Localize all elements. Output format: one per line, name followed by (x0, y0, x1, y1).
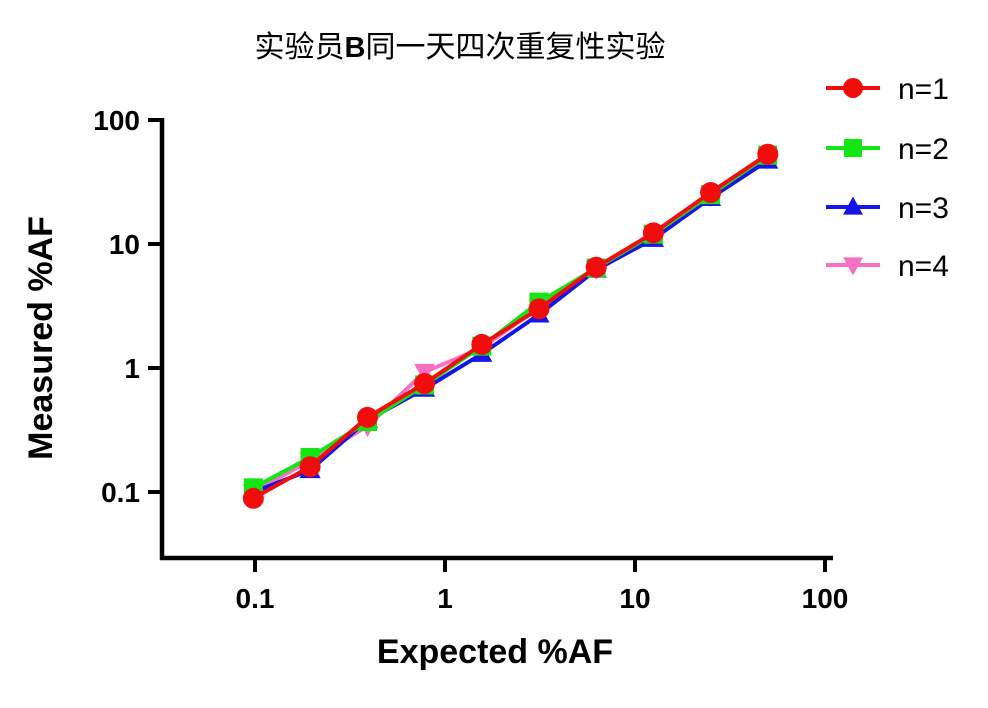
data-series (242, 143, 779, 509)
y-tick-label: 100 (93, 105, 140, 136)
circle-marker (843, 78, 863, 98)
legend-item-n=4: n=4 (826, 250, 949, 283)
triangle-up-marker (843, 196, 863, 215)
square-marker (843, 138, 863, 158)
chart-title-part3: 同一天四次重复性实验 (365, 30, 665, 65)
legend-item-n=3: n=3 (826, 192, 949, 225)
legend-item-n=2: n=2 (826, 133, 949, 166)
x-tick-label: 100 (802, 583, 849, 614)
axis-frame (159, 118, 833, 561)
series-line (252, 158, 769, 494)
circle-marker (642, 222, 664, 244)
circle-marker (357, 406, 379, 428)
legend-label: n=3 (898, 192, 949, 225)
circle-marker (528, 298, 550, 320)
circle-marker (757, 143, 779, 165)
chart-title: 实验员B同一天四次重复性实验 (255, 30, 666, 65)
legend-label: n=4 (898, 250, 949, 283)
legend: n=1 n=2 n=3 n=4 (826, 73, 949, 283)
circle-marker (585, 256, 607, 278)
legend-label: n=2 (898, 133, 949, 166)
chart-title-part1: 实验员 (255, 30, 345, 65)
x-tick-label: 10 (619, 583, 650, 614)
circle-marker (414, 372, 436, 394)
x-tick-label: 1 (437, 583, 453, 614)
triangle-down-marker (843, 257, 863, 276)
legend-item-n=1: n=1 (826, 73, 949, 106)
x-tick-label: 0.1 (236, 583, 275, 614)
circle-marker (471, 333, 493, 355)
chart-title-part2: B (345, 32, 366, 64)
y-axis-label: Measured %AF (22, 216, 60, 460)
series-n=2 (243, 145, 778, 498)
axis-ticks: 100 10 1 0.1 0.1 1 10 100 (93, 105, 848, 614)
y-tick-label: 0.1 (101, 477, 140, 508)
x-axis-label: Expected %AF (377, 633, 613, 671)
legend-label: n=1 (898, 73, 949, 106)
y-tick-label: 10 (109, 229, 140, 260)
series-line (252, 152, 769, 501)
series-n=1 (242, 143, 779, 509)
y-tick-label: 1 (124, 353, 140, 384)
circle-marker (299, 456, 321, 478)
circle-marker (242, 487, 264, 509)
circle-marker (700, 182, 722, 204)
